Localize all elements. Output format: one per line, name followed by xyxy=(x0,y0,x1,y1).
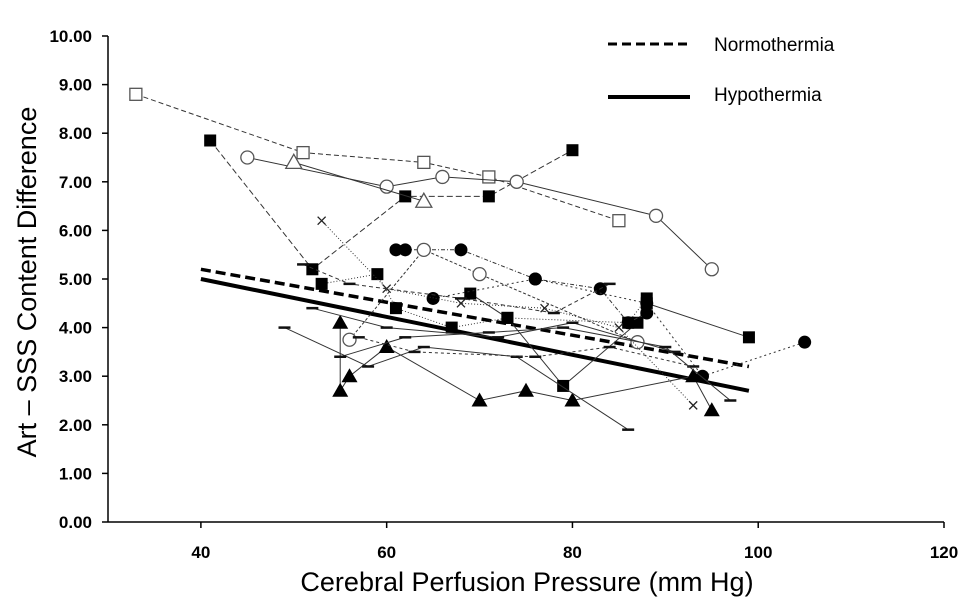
data-point-filled-square xyxy=(742,331,755,344)
legend: Normothermia Hypothermia xyxy=(608,35,835,106)
data-point-filled-triangle xyxy=(378,339,395,354)
data-point-filled-triangle xyxy=(341,368,358,383)
data-point-filled-square xyxy=(371,268,384,281)
data-point-open-square xyxy=(129,87,143,101)
series-9 xyxy=(240,150,719,277)
data-point-filled-triangle xyxy=(332,382,349,397)
y-tick-label: 1.00 xyxy=(59,464,92,483)
data-point-filled-circle xyxy=(621,316,635,330)
data-point-open-circle xyxy=(416,242,431,257)
data-point-cross xyxy=(456,298,466,308)
series-17 xyxy=(334,326,737,402)
series-connector-line xyxy=(340,327,731,401)
data-point-filled-circle xyxy=(426,291,440,305)
data-point-cross xyxy=(688,400,698,410)
data-point-open-triangle xyxy=(284,153,303,170)
series-connector-line xyxy=(284,327,629,431)
series-connector-line xyxy=(293,161,424,202)
legend-normothermia-label: Normothermia xyxy=(714,35,835,56)
y-axis-title: Art – SSS Content Difference xyxy=(12,107,42,458)
data-point-filled-triangle xyxy=(703,402,720,417)
series-connector-line xyxy=(135,93,620,222)
series-connector-line xyxy=(396,249,648,324)
series-14 xyxy=(297,263,616,315)
data-point-cross xyxy=(540,303,550,313)
y-tick-label: 4.00 xyxy=(59,319,92,338)
series-13 xyxy=(306,306,681,354)
legend-hypothermia-label: Hypothermia xyxy=(714,85,822,106)
data-point-open-square xyxy=(296,145,310,160)
series-connector-line xyxy=(349,249,638,343)
data-point-open-triangle xyxy=(414,191,433,208)
data-point-filled-circle xyxy=(640,296,654,310)
data-point-open-circle xyxy=(435,169,450,185)
x-tick-label: 100 xyxy=(744,543,772,562)
data-point-filled-triangle xyxy=(332,314,349,329)
series-11 xyxy=(284,153,433,208)
x-tick-label: 40 xyxy=(191,543,210,562)
data-point-filled-square xyxy=(315,277,328,290)
y-tick-label: 3.00 xyxy=(59,367,92,386)
x-ticks: 40 60 80 100 120 xyxy=(191,522,958,562)
y-tick-label: 5.00 xyxy=(59,270,92,289)
x-tick-label: 120 xyxy=(930,543,958,562)
data-point-filled-circle xyxy=(798,335,812,349)
data-point-filled-square xyxy=(501,311,514,324)
data-point-filled-triangle xyxy=(564,392,581,407)
data-point-filled-square xyxy=(204,134,217,147)
series-connector-line xyxy=(433,278,805,377)
x-tick-label: 80 xyxy=(563,543,582,562)
data-point-filled-square xyxy=(389,302,402,315)
data-point-filled-circle xyxy=(398,243,412,257)
series-8 xyxy=(129,87,626,228)
axes xyxy=(107,36,944,523)
y-ticks: 0.00 1.00 2.00 3.00 4.00 5.00 6.00 7.00 8.00 9.00… xyxy=(49,27,108,532)
data-point-cross xyxy=(317,216,327,226)
y-tick-label: 9.00 xyxy=(59,76,92,95)
data-point-open-circle xyxy=(509,174,524,189)
data-point-open-circle xyxy=(472,266,487,282)
y-tick-label: 6.00 xyxy=(59,221,92,240)
data-point-open-square xyxy=(612,214,626,228)
data-point-filled-square xyxy=(306,263,319,276)
data-point-filled-circle xyxy=(454,243,468,257)
data-point-filled-triangle xyxy=(471,392,488,407)
data-point-open-square xyxy=(482,170,496,184)
data-point-cross xyxy=(614,323,624,333)
series-16 xyxy=(352,336,700,368)
y-tick-label: 8.00 xyxy=(59,124,92,143)
y-tick-label: 7.00 xyxy=(59,173,92,192)
plot-layer xyxy=(129,87,812,431)
data-point-open-circle xyxy=(240,150,255,165)
data-point-open-circle xyxy=(342,332,357,347)
y-tick-label: 0.00 xyxy=(59,513,92,532)
data-point-filled-circle xyxy=(528,272,542,286)
data-point-filled-circle xyxy=(640,306,654,320)
data-point-filled-circle xyxy=(389,243,403,257)
data-point-open-circle xyxy=(379,179,394,194)
series-connector-line xyxy=(470,293,750,387)
data-point-filled-square xyxy=(445,321,458,334)
data-point-open-circle xyxy=(648,208,664,223)
series-0 xyxy=(200,267,750,369)
series-15 xyxy=(278,326,635,431)
data-point-open-circle xyxy=(704,262,719,277)
series-5 xyxy=(389,243,654,330)
series-connector-line xyxy=(302,263,610,314)
series-connector-line xyxy=(247,157,713,270)
data-point-filled-square xyxy=(566,144,579,157)
x-axis-title: Cerebral Perfusion Pressure (mm Hg) xyxy=(300,567,753,597)
data-point-filled-triangle xyxy=(685,368,702,383)
data-point-filled-square xyxy=(482,190,495,203)
data-point-filled-triangle xyxy=(518,382,534,397)
data-point-open-square xyxy=(417,155,431,170)
x-tick-label: 60 xyxy=(377,543,396,562)
series-connector-line xyxy=(358,336,694,367)
y-tick-label: 10.00 xyxy=(49,27,92,46)
series-7 xyxy=(332,314,720,417)
y-tick-label: 2.00 xyxy=(59,416,92,435)
normothermia-regression-line xyxy=(200,267,750,369)
data-point-filled-square xyxy=(399,190,412,203)
